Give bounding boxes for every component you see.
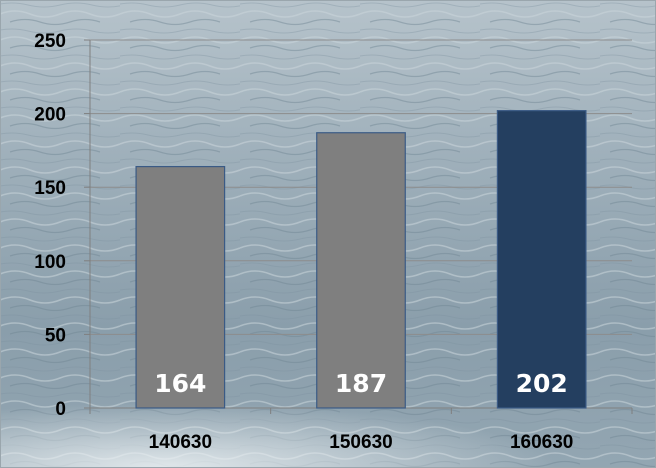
y-tick-label: 200 [34, 105, 66, 126]
bar-160630 [496, 110, 587, 409]
y-tick-label: 50 [45, 325, 66, 346]
data-label-140630: 164 [154, 369, 206, 398]
labels: 0 50 100 150 200 250 164 140630 187 150630 202 1606… [34, 31, 573, 453]
y-tick-label: 150 [34, 178, 66, 199]
x-tick-label-160630: 160630 [510, 432, 573, 453]
x-tick-label-150630: 150630 [329, 432, 392, 453]
y-tick-label: 250 [34, 31, 66, 52]
data-label-160630: 202 [516, 369, 568, 398]
y-tick-label: 100 [34, 252, 66, 273]
bar-150630 [316, 132, 406, 409]
bar-140630 [135, 165, 226, 409]
x-tick-label-140630: 140630 [149, 432, 212, 453]
bars [135, 110, 587, 409]
data-label-150630: 187 [335, 369, 387, 398]
y-tick-label: 0 [55, 399, 66, 420]
